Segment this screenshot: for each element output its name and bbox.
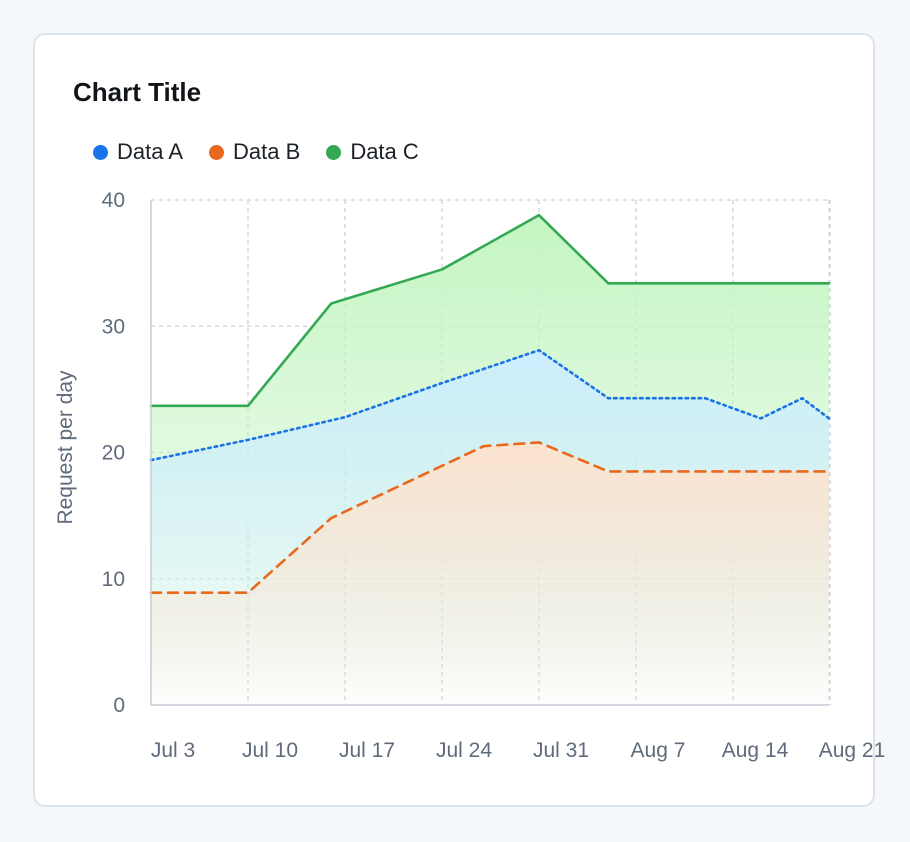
y-tick-label: 20 <box>102 442 125 465</box>
legend-label-data-c: Data C <box>350 139 419 164</box>
line-data-c[interactable] <box>149 213 831 408</box>
area-data-b <box>151 442 829 705</box>
x-tick-label: Jul 3 <box>151 739 195 762</box>
legend-dot-data-c <box>326 144 342 160</box>
x-tick-label: Jul 17 <box>339 739 395 762</box>
legend-item-data-c[interactable]: Data C <box>326 139 419 165</box>
x-tick-label: Jul 24 <box>436 739 492 762</box>
x-tick-label: Aug 21 <box>819 739 886 762</box>
y-tick-label: 30 <box>102 315 125 338</box>
x-tick-label: Aug 7 <box>631 739 686 762</box>
series-areas <box>151 215 829 705</box>
legend-label-data-a: Data A <box>117 139 184 164</box>
y-tick-label: 10 <box>102 568 125 591</box>
chart-title: Chart Title <box>73 77 202 107</box>
legend-dot-data-a <box>93 144 108 160</box>
x-tick-label: Jul 10 <box>242 739 298 762</box>
legend-item-data-a[interactable]: Data A <box>93 139 183 165</box>
legend-item-data-b[interactable]: Data B <box>209 139 300 165</box>
y-tick-label: 40 <box>102 189 125 212</box>
tick-labels: 0 10 20 30 40 Jul 3 Jul 10 Jul 17 Jul 24 Jul 31 Au… <box>102 189 886 762</box>
x-tick-label: Aug 14 <box>722 739 789 762</box>
y-tick-label: 0 <box>113 694 125 717</box>
legend-label-data-b: Data B <box>233 139 301 164</box>
series-lines <box>149 213 831 594</box>
axes <box>150 200 829 706</box>
legend: Data A Data B Data C <box>93 139 445 165</box>
y-axis-label: Request per day <box>54 370 77 525</box>
legend-dot-data-b <box>209 144 225 160</box>
line-data-b[interactable] <box>149 441 831 594</box>
line-data-a[interactable] <box>149 348 831 462</box>
x-tick-label: Jul 31 <box>533 739 589 762</box>
